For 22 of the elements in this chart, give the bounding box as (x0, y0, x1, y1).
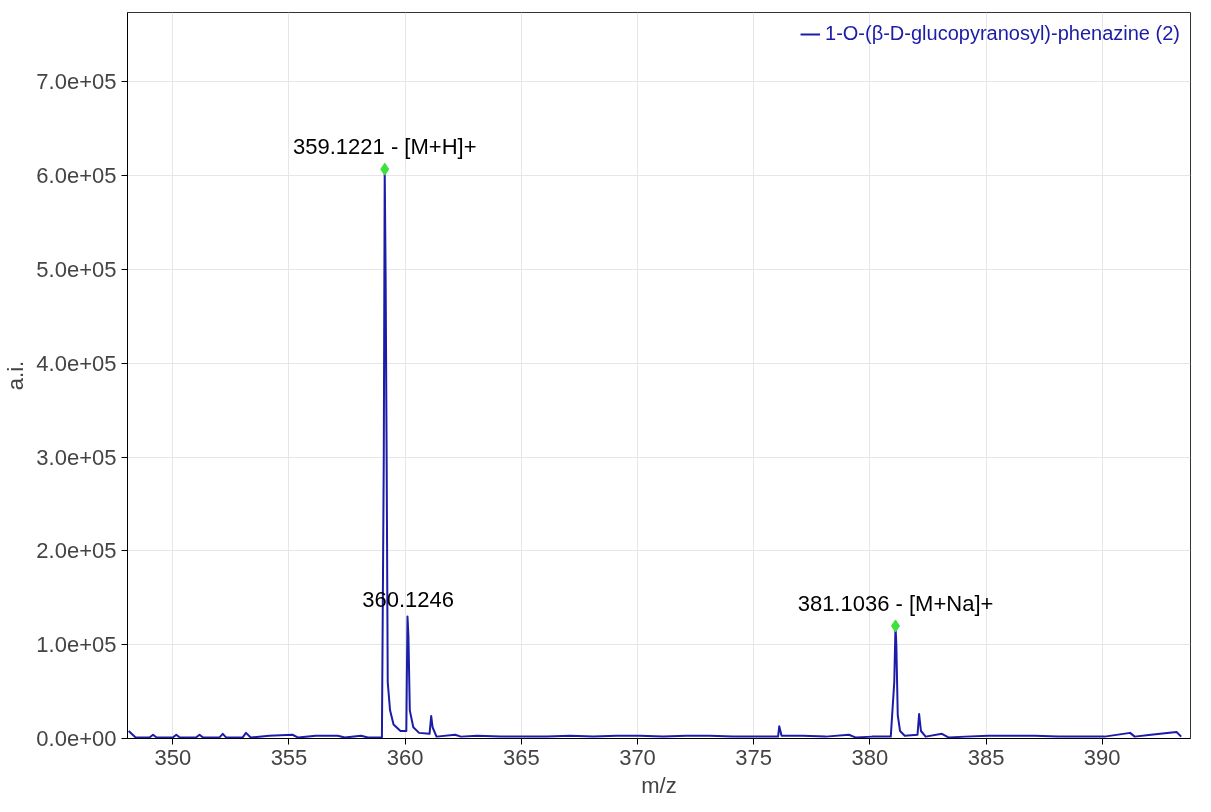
y-tick-label: 1.0e+05 (36, 632, 117, 658)
y-tick-label: 0.0e+00 (36, 726, 117, 751)
x-tick-label: 375 (735, 744, 773, 770)
annotation: 359.1221 - [M+H]+ (293, 134, 477, 160)
legend-label: 1-O-(β-D-glucopyranosyl)-phenazine (2) (825, 22, 1180, 45)
y-tick-label: 4.0e+05 (36, 350, 117, 376)
annotation: 381.1036 - [M+Na]+ (797, 590, 994, 616)
y-tick-label: 6.0e+05 (36, 163, 117, 189)
x-tick-label: 355 (270, 744, 308, 770)
x-tick-label: 370 (619, 744, 656, 770)
y-tick-label: 3.0e+05 (36, 444, 117, 470)
x-tick-label: 385 (967, 744, 1005, 770)
y-axis-title: a.i. (3, 360, 29, 391)
y-tick-label: 5.0e+05 (36, 257, 117, 283)
x-tick-label: 365 (502, 744, 540, 770)
y-tick-label: 2.0e+05 (36, 538, 117, 564)
x-tick-label: 360 (386, 744, 424, 770)
x-tick-label: 390 (1083, 744, 1121, 770)
x-tick-label: 380 (851, 744, 889, 770)
x-axis-title: m/z (641, 772, 677, 798)
y-tick-label: 7.0e+05 (36, 69, 117, 95)
x-tick-label: 350 (154, 744, 192, 770)
